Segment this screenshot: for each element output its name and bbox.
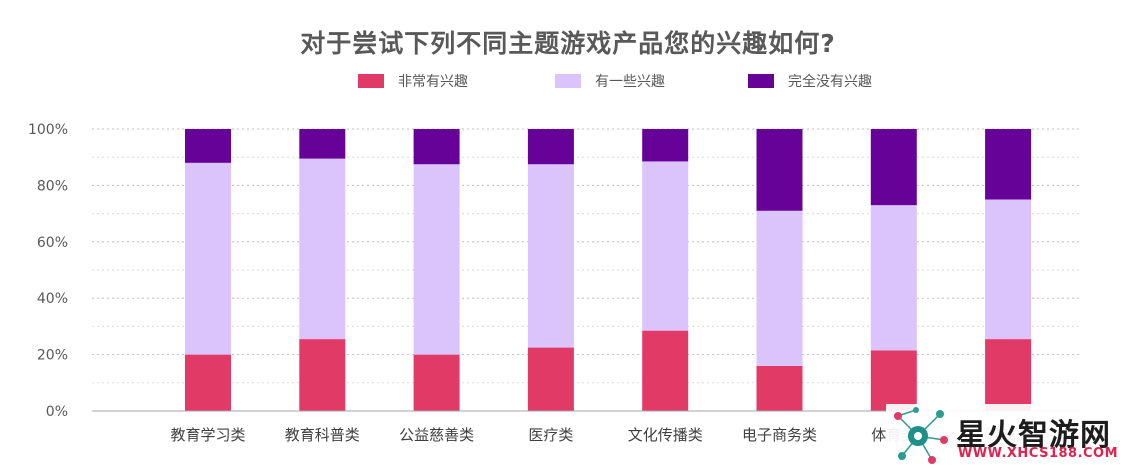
watermark-title: 星火智游网 <box>956 418 1111 453</box>
bar-segment <box>985 339 1032 411</box>
legend-item-not-interested: 完全没有兴趣 <box>748 70 872 92</box>
x-tick-label: 教育学习类 <box>170 426 245 444</box>
bar-segment <box>413 164 460 355</box>
bar-segment <box>413 129 460 165</box>
legend-swatch <box>748 74 774 88</box>
legend-label: 完全没有兴趣 <box>788 74 872 90</box>
y-tick-label: 60% <box>37 235 68 251</box>
legend-swatch <box>358 74 384 88</box>
bar-segment <box>642 129 689 162</box>
bar-segment <box>527 129 574 165</box>
bar-segment <box>299 158 346 340</box>
bar-segment <box>185 129 231 163</box>
legend-item-somewhat-interested: 有一些兴趣 <box>555 70 665 92</box>
bar-segment <box>299 129 346 159</box>
y-tick-label: 20% <box>37 348 68 364</box>
bar-segment <box>756 365 803 411</box>
legend-item-very-interested: 非常有兴趣 <box>358 70 468 92</box>
bar-segment <box>642 161 689 331</box>
bar-segment <box>185 162 231 355</box>
bar-segment <box>185 354 231 411</box>
y-tick-label: 40% <box>37 291 68 307</box>
bar-segment <box>870 350 917 411</box>
bar-segment <box>985 129 1032 200</box>
bar-segment <box>299 339 346 411</box>
bar-segment <box>527 164 574 348</box>
bar-segment <box>756 210 803 366</box>
legend: 非常有兴趣 有一些兴趣 完全没有兴趣 <box>0 70 1136 92</box>
watermark: 星火智游网 WWW.XHCS188.COM <box>886 404 1136 465</box>
x-tick-label: 文化传播类 <box>628 426 703 444</box>
legend-swatch <box>555 74 581 88</box>
y-tick-label: 100% <box>28 122 68 138</box>
legend-label: 非常有兴趣 <box>398 74 468 90</box>
x-tick-label: 教育科普类 <box>285 426 360 444</box>
y-tick-label: 80% <box>37 178 68 194</box>
bar-segment <box>870 129 917 206</box>
legend-label: 有一些兴趣 <box>595 74 665 90</box>
y-tick-label: 0% <box>46 404 68 420</box>
watermark-url: WWW.XHCS188.COM <box>958 446 1119 461</box>
network-logo-icon <box>894 407 948 464</box>
bar-segment <box>642 330 689 411</box>
x-tick-label: 医疗类 <box>528 426 573 444</box>
bar-segment <box>527 347 574 411</box>
chart-title: 对于尝试下列不同主题游戏产品您的兴趣如何? <box>300 29 836 58</box>
bar-segment <box>985 199 1032 340</box>
bar-segment <box>870 205 917 351</box>
bar-segment <box>756 129 803 211</box>
x-tick-label: 公益慈善类 <box>399 426 474 444</box>
x-tick-label: 电子商务类 <box>742 426 817 444</box>
bar-segment <box>413 354 460 411</box>
